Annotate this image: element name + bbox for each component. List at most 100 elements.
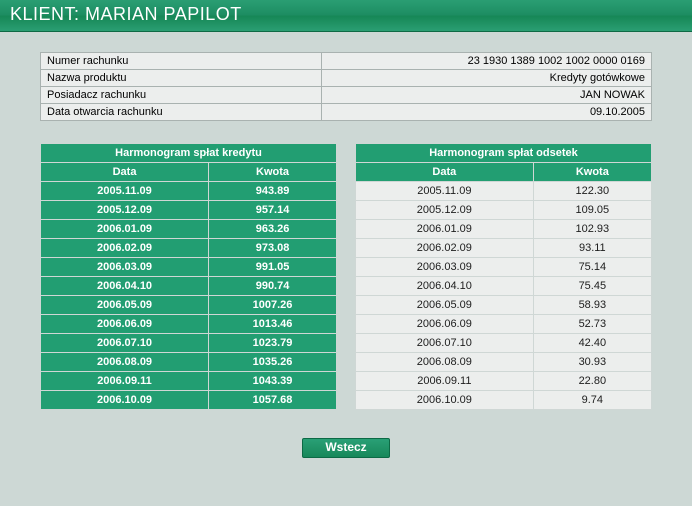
schedules-row: Harmonogram spłat kredytu Data Kwota 200… [40, 143, 652, 410]
cell-date: 2006.02.09 [356, 239, 534, 258]
cell-amount: 58.93 [533, 296, 651, 315]
schedule-right-title: Harmonogram spłat odsetek [356, 144, 652, 163]
cell-date: 2006.01.09 [356, 220, 534, 239]
schedule-left-wrap: Harmonogram spłat kredytu Data Kwota 200… [40, 143, 337, 410]
cell-amount: 22.80 [533, 372, 651, 391]
cell-amount: 1007.26 [209, 296, 337, 315]
cell-amount: 122.30 [533, 182, 651, 201]
cell-amount: 102.93 [533, 220, 651, 239]
table-row: 2006.04.1075.45 [356, 277, 652, 296]
cell-date: 2006.09.11 [41, 372, 209, 391]
page-header: KLIENT: MARIAN PAPILOT [0, 0, 692, 32]
schedule-left-table: Harmonogram spłat kredytu Data Kwota 200… [40, 143, 337, 410]
cell-date: 2006.08.09 [41, 353, 209, 372]
cell-amount: 1023.79 [209, 334, 337, 353]
info-label: Numer rachunku [41, 53, 322, 70]
cell-amount: 109.05 [533, 201, 651, 220]
info-row: Data otwarcia rachunku09.10.2005 [41, 104, 652, 121]
cell-date: 2006.04.10 [41, 277, 209, 296]
cell-date: 2005.12.09 [41, 201, 209, 220]
button-row: Wstecz [40, 438, 652, 458]
table-row: 2006.03.09991.05 [41, 258, 337, 277]
table-row: 2006.01.09102.93 [356, 220, 652, 239]
cell-amount: 1043.39 [209, 372, 337, 391]
info-value: 23 1930 1389 1002 1002 0000 0169 [322, 53, 652, 70]
schedule-left-col-date: Data [41, 163, 209, 182]
cell-date: 2006.06.09 [356, 315, 534, 334]
schedule-right-table: Harmonogram spłat odsetek Data Kwota 200… [355, 143, 652, 410]
info-label: Data otwarcia rachunku [41, 104, 322, 121]
info-label: Posiadacz rachunku [41, 87, 322, 104]
cell-amount: 957.14 [209, 201, 337, 220]
cell-date: 2006.07.10 [41, 334, 209, 353]
info-row: Numer rachunku23 1930 1389 1002 1002 000… [41, 53, 652, 70]
table-row: 2006.09.1122.80 [356, 372, 652, 391]
back-button[interactable]: Wstecz [302, 438, 389, 458]
cell-date: 2006.04.10 [356, 277, 534, 296]
cell-date: 2005.12.09 [356, 201, 534, 220]
cell-date: 2006.10.09 [41, 391, 209, 410]
cell-amount: 1013.46 [209, 315, 337, 334]
table-row: 2006.04.10990.74 [41, 277, 337, 296]
cell-date: 2006.10.09 [356, 391, 534, 410]
cell-date: 2006.05.09 [356, 296, 534, 315]
cell-amount: 52.73 [533, 315, 651, 334]
table-row: 2005.11.09122.30 [356, 182, 652, 201]
table-row: 2005.12.09109.05 [356, 201, 652, 220]
info-value: 09.10.2005 [322, 104, 652, 121]
cell-amount: 990.74 [209, 277, 337, 296]
cell-date: 2006.06.09 [41, 315, 209, 334]
cell-amount: 9.74 [533, 391, 651, 410]
cell-date: 2006.09.11 [356, 372, 534, 391]
cell-amount: 963.26 [209, 220, 337, 239]
cell-date: 2006.02.09 [41, 239, 209, 258]
info-value: Kredyty gotówkowe [322, 70, 652, 87]
cell-amount: 991.05 [209, 258, 337, 277]
cell-amount: 93.11 [533, 239, 651, 258]
schedule-right-col-amount: Kwota [533, 163, 651, 182]
schedule-right-wrap: Harmonogram spłat odsetek Data Kwota 200… [355, 143, 652, 410]
table-row: 2006.08.0930.93 [356, 353, 652, 372]
cell-date: 2006.03.09 [41, 258, 209, 277]
schedule-left-col-amount: Kwota [209, 163, 337, 182]
cell-amount: 42.40 [533, 334, 651, 353]
cell-date: 2005.11.09 [356, 182, 534, 201]
cell-amount: 943.89 [209, 182, 337, 201]
table-row: 2006.06.0952.73 [356, 315, 652, 334]
cell-amount: 1057.68 [209, 391, 337, 410]
table-row: 2006.06.091013.46 [41, 315, 337, 334]
table-row: 2006.03.0975.14 [356, 258, 652, 277]
table-row: 2006.08.091035.26 [41, 353, 337, 372]
cell-amount: 973.08 [209, 239, 337, 258]
table-row: 2006.05.0958.93 [356, 296, 652, 315]
table-row: 2006.09.111043.39 [41, 372, 337, 391]
table-row: 2005.12.09957.14 [41, 201, 337, 220]
page-title: KLIENT: MARIAN PAPILOT [10, 4, 242, 24]
info-row: Nazwa produktuKredyty gotówkowe [41, 70, 652, 87]
table-row: 2006.10.099.74 [356, 391, 652, 410]
table-row: 2006.02.0993.11 [356, 239, 652, 258]
content-area: Numer rachunku23 1930 1389 1002 1002 000… [0, 32, 692, 474]
cell-amount: 75.14 [533, 258, 651, 277]
table-row: 2006.01.09963.26 [41, 220, 337, 239]
cell-date: 2006.05.09 [41, 296, 209, 315]
table-row: 2006.02.09973.08 [41, 239, 337, 258]
table-row: 2005.11.09943.89 [41, 182, 337, 201]
cell-date: 2006.01.09 [41, 220, 209, 239]
table-row: 2006.07.101023.79 [41, 334, 337, 353]
cell-date: 2006.07.10 [356, 334, 534, 353]
info-value: JAN NOWAK [322, 87, 652, 104]
cell-amount: 30.93 [533, 353, 651, 372]
schedule-right-col-date: Data [356, 163, 534, 182]
info-row: Posiadacz rachunkuJAN NOWAK [41, 87, 652, 104]
cell-date: 2006.08.09 [356, 353, 534, 372]
info-label: Nazwa produktu [41, 70, 322, 87]
cell-amount: 75.45 [533, 277, 651, 296]
table-row: 2006.10.091057.68 [41, 391, 337, 410]
cell-date: 2005.11.09 [41, 182, 209, 201]
table-row: 2006.07.1042.40 [356, 334, 652, 353]
account-info-table: Numer rachunku23 1930 1389 1002 1002 000… [40, 52, 652, 121]
table-row: 2006.05.091007.26 [41, 296, 337, 315]
cell-amount: 1035.26 [209, 353, 337, 372]
cell-date: 2006.03.09 [356, 258, 534, 277]
